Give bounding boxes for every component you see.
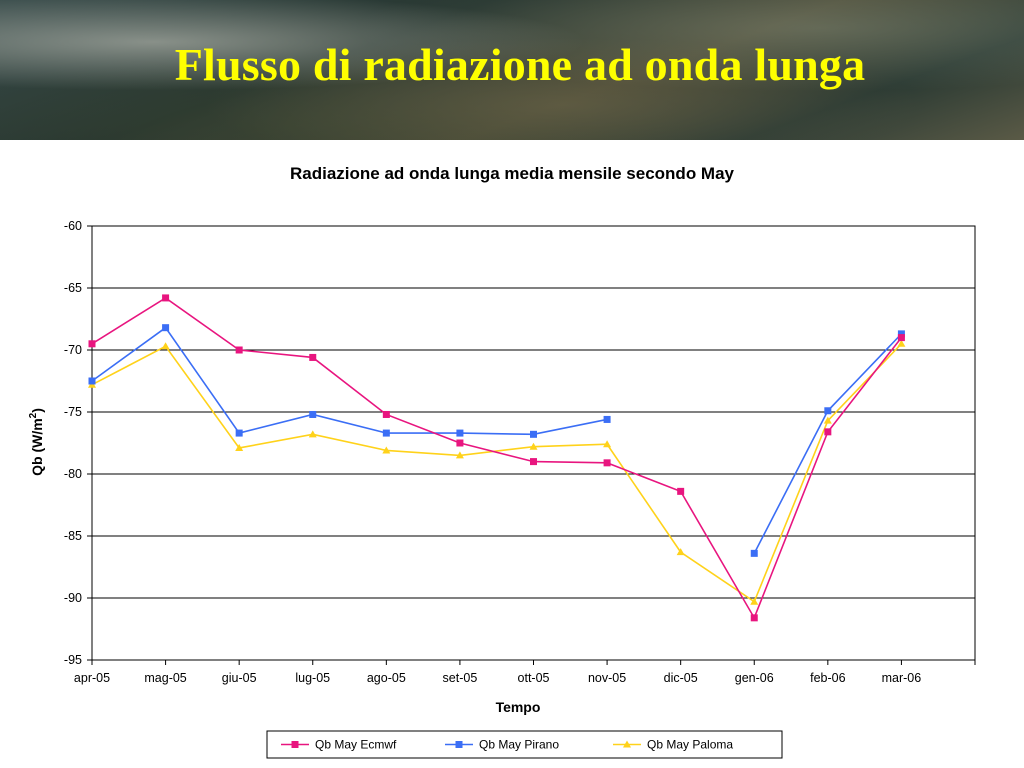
y-axis-title-superscript: 2 bbox=[28, 412, 39, 418]
svg-text:Qb (W/m2): Qb (W/m2) bbox=[28, 408, 45, 476]
y-tick-label: -85 bbox=[64, 529, 82, 543]
data-point bbox=[750, 614, 758, 622]
legend-item: Qb May Ecmwf bbox=[281, 738, 397, 752]
y-tick-label: -80 bbox=[64, 467, 82, 481]
x-tick-label: set-05 bbox=[443, 671, 478, 685]
legend-item: Qb May Pirano bbox=[445, 738, 559, 752]
y-tick-label: -60 bbox=[64, 219, 82, 233]
chart-title: Radiazione ad onda lunga media mensile s… bbox=[290, 164, 735, 183]
data-point bbox=[897, 330, 905, 338]
data-point bbox=[603, 459, 611, 467]
data-point bbox=[88, 340, 96, 348]
y-tick-label: -65 bbox=[64, 281, 82, 295]
data-point bbox=[162, 324, 170, 332]
x-tick-label: gen-06 bbox=[735, 671, 774, 685]
y-axis-title-close: ) bbox=[29, 408, 45, 413]
series-line bbox=[91, 296, 903, 620]
series-qb-may-ecmwf bbox=[88, 294, 905, 622]
y-tick-label: -90 bbox=[64, 591, 82, 605]
x-tick-label: feb-06 bbox=[810, 671, 845, 685]
data-point bbox=[750, 549, 758, 557]
series-qb-may-paloma bbox=[88, 339, 906, 605]
data-point bbox=[603, 440, 612, 448]
x-tick-label: ago-05 bbox=[367, 671, 406, 685]
data-point bbox=[824, 407, 832, 415]
data-point bbox=[382, 429, 390, 437]
data-point bbox=[824, 428, 832, 436]
legend: Qb May Ecmwf Qb May Pirano Qb May Paloma bbox=[266, 730, 783, 759]
legend-swatch-marker bbox=[291, 741, 299, 748]
legend-swatch-marker bbox=[623, 740, 631, 748]
data-point bbox=[456, 439, 464, 447]
x-tick-label: ott-05 bbox=[518, 671, 550, 685]
data-point bbox=[603, 415, 611, 423]
data-point bbox=[309, 410, 317, 418]
legend-swatch-marker bbox=[455, 741, 463, 748]
legend-label: Qb May Ecmwf bbox=[315, 738, 397, 752]
data-point bbox=[897, 334, 905, 342]
data-point bbox=[162, 294, 170, 302]
y-tick-label: -70 bbox=[64, 343, 82, 357]
x-tick-label: dic-05 bbox=[664, 671, 698, 685]
data-point bbox=[823, 416, 832, 424]
data-point bbox=[382, 410, 390, 418]
series-line bbox=[91, 326, 608, 436]
line-chart: Radiazione ad onda lunga media mensile s… bbox=[28, 164, 976, 759]
legend-label: Qb May Pirano bbox=[479, 738, 559, 752]
data-point bbox=[456, 429, 464, 437]
x-tick-label: giu-05 bbox=[222, 671, 257, 685]
data-point bbox=[677, 487, 685, 495]
axes: -60 -65 -70 -75 -80 -85 -90 -95 apr-05 mag-05 giu-… bbox=[64, 219, 976, 685]
data-point bbox=[308, 430, 317, 438]
data-point bbox=[309, 353, 317, 361]
series-line bbox=[91, 343, 902, 603]
legend-item: Qb May Paloma bbox=[613, 738, 733, 752]
legend-label: Qb May Paloma bbox=[647, 738, 733, 752]
data-point bbox=[676, 548, 685, 556]
data-point bbox=[529, 442, 538, 450]
data-point bbox=[161, 342, 170, 350]
series-qb-may-pirano bbox=[88, 324, 905, 557]
x-tick-label: mar-06 bbox=[882, 671, 922, 685]
y-tick-label: -95 bbox=[64, 653, 82, 667]
y-axis-title-main: Qb (W/m bbox=[29, 418, 45, 476]
data-point bbox=[382, 446, 391, 454]
slide-banner: Flusso di radiazione ad onda lunga bbox=[0, 0, 1024, 140]
data-point bbox=[530, 458, 537, 466]
data-point bbox=[235, 443, 244, 451]
slide-title: Flusso di radiazione ad onda lunga bbox=[174, 39, 866, 90]
data-point bbox=[455, 451, 464, 459]
y-axis-title: Qb (W/m2) bbox=[28, 408, 45, 476]
data-point bbox=[235, 429, 243, 437]
x-tick-label: lug-05 bbox=[295, 671, 330, 685]
x-tick-label: mag-05 bbox=[144, 671, 186, 685]
data-point bbox=[530, 430, 537, 438]
data-point bbox=[897, 339, 906, 347]
series-group bbox=[88, 294, 906, 622]
data-point bbox=[750, 597, 759, 605]
y-tick-label: -75 bbox=[64, 405, 82, 419]
legend-box bbox=[266, 730, 783, 759]
x-tick-label: apr-05 bbox=[74, 671, 110, 685]
data-point bbox=[88, 377, 96, 385]
data-point bbox=[235, 346, 243, 354]
x-tick-label: nov-05 bbox=[588, 671, 626, 685]
x-axis-title: Tempo bbox=[496, 699, 541, 715]
